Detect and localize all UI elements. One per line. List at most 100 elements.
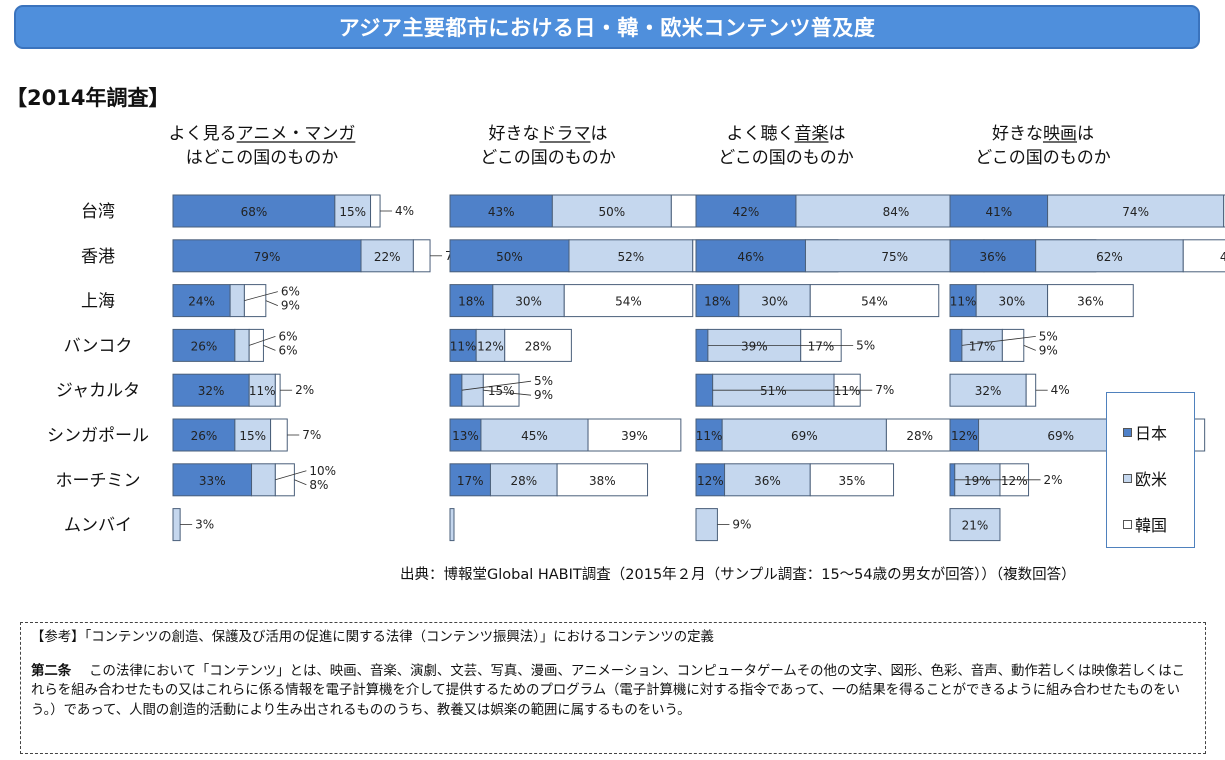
data-label: 36%: [1077, 295, 1104, 309]
data-label: 75%: [881, 250, 908, 264]
reference-box: 【参考】「コンテンツの創造、保護及び活用の促進に関する法律（コンテンツ振興法）」…: [20, 622, 1206, 754]
bar-korea: [1047, 284, 1134, 318]
data-label: 30%: [999, 295, 1026, 309]
survey-year-label: 【2014年調査】: [6, 86, 170, 110]
data-label: 6%: [278, 329, 297, 343]
bar-western: [475, 328, 506, 362]
bar-japan: [949, 239, 1037, 273]
leader-line: [1023, 345, 1036, 351]
panel-title-line: よく聴く音楽は: [727, 124, 846, 144]
bar-western: [461, 373, 484, 407]
data-label: 12%: [477, 339, 504, 353]
data-label: 38%: [589, 474, 616, 488]
bar-korea: [274, 373, 281, 407]
bar-western: [949, 373, 1027, 407]
legend-swatch-korea: [1123, 519, 1132, 529]
bar-korea: [587, 418, 682, 452]
data-label: 26%: [191, 429, 218, 443]
bar-korea: [885, 418, 954, 452]
bar-japan: [449, 239, 570, 273]
panel-title-line: はどこの国のものか: [186, 148, 339, 168]
bar-western: [568, 239, 694, 273]
city-label: ジャカルタ: [56, 381, 140, 401]
data-label: 12%: [1001, 474, 1028, 488]
data-label: 51%: [760, 384, 787, 398]
legend-item-western: 欧米: [1123, 455, 1194, 501]
data-label: 74%: [1122, 205, 1149, 219]
chart-legend: 日本 欧米 韓国: [1106, 392, 1195, 548]
leader-line: [249, 336, 276, 346]
data-label: 4%: [1051, 383, 1070, 397]
city-label: 香港: [81, 247, 115, 267]
bar-japan: [449, 194, 553, 228]
city-label: 上海: [81, 292, 115, 312]
data-label: 39%: [621, 429, 648, 443]
data-label: 42%: [1220, 250, 1225, 264]
data-label: 32%: [975, 384, 1002, 398]
reference-note: 【参考】「コンテンツの創造、保護及び活用の促進に関する法律（コンテンツ振興法）」…: [31, 630, 714, 645]
data-label: 43%: [488, 205, 515, 219]
data-label: 24%: [188, 295, 215, 309]
bar-japan: [695, 239, 806, 273]
bar-korea: [412, 239, 431, 273]
data-label: 15%: [339, 205, 366, 219]
data-label: 62%: [1096, 250, 1123, 264]
data-label: 17%: [457, 474, 484, 488]
data-label: 18%: [704, 295, 731, 309]
bar-korea: [1025, 373, 1037, 407]
leader-line: [263, 345, 276, 351]
panel-title-line: 好きな映画は: [992, 124, 1094, 144]
data-label: 5%: [534, 374, 553, 388]
leader-line: [265, 300, 278, 306]
data-label: 28%: [525, 339, 552, 353]
bar-korea: [274, 463, 295, 497]
data-label: 79%: [254, 250, 281, 264]
legend-swatch-western: [1123, 473, 1132, 483]
city-label: シンガポール: [47, 426, 149, 446]
data-label: 12%: [951, 429, 978, 443]
data-label: 54%: [615, 295, 642, 309]
legend-item-korea: 韓国: [1123, 501, 1194, 547]
city-label: ホーチミン: [56, 471, 141, 491]
data-label: 69%: [791, 429, 818, 443]
data-label: 69%: [1047, 429, 1074, 443]
data-label: 35%: [839, 474, 866, 488]
legend-swatch-japan: [1123, 427, 1132, 437]
data-label: 5%: [1039, 329, 1058, 343]
data-label: 11%: [834, 384, 861, 398]
bar-japan: [695, 328, 709, 362]
data-label: 11%: [249, 384, 276, 398]
bar-korea: [556, 463, 649, 497]
data-label: 9%: [534, 388, 553, 402]
city-label: 台湾: [81, 202, 115, 222]
reference-article: 第二条 この法律において「コンテンツ」とは、映画、音楽、演劇、文芸、写真、漫画、ア…: [31, 662, 1195, 721]
bar-western: [251, 463, 276, 497]
bar-korea: [370, 194, 381, 228]
data-label: 2%: [295, 383, 314, 397]
data-label: 5%: [856, 338, 875, 352]
bar-japan: [949, 463, 956, 497]
bar-japan: [695, 284, 740, 318]
data-label: 21%: [962, 519, 989, 533]
data-label: 45%: [521, 429, 548, 443]
data-label: 6%: [281, 285, 300, 299]
data-label: 26%: [191, 339, 218, 353]
data-label: 28%: [510, 474, 537, 488]
data-label: 36%: [980, 250, 1007, 264]
leader-line: [275, 470, 307, 481]
bar-western: [551, 194, 672, 228]
data-label: 22%: [374, 250, 401, 264]
data-label: 32%: [198, 384, 225, 398]
data-label: 12%: [697, 474, 724, 488]
bar-korea: [1223, 194, 1225, 228]
data-label: 2%: [1044, 473, 1063, 487]
bar-korea: [1182, 239, 1225, 273]
bar-japan: [949, 194, 1049, 228]
data-label: 9%: [1039, 343, 1058, 357]
data-label: 17%: [808, 339, 835, 353]
bar-japan: [695, 373, 714, 407]
data-label: 84%: [883, 205, 910, 219]
panel-title-line: どこの国のものか: [480, 148, 616, 168]
bar-korea: [482, 373, 520, 407]
